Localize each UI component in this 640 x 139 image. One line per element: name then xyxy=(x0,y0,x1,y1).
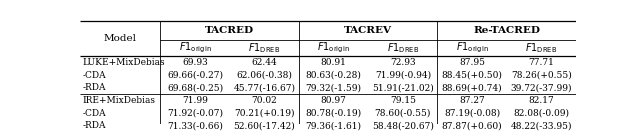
Text: Re-TACRED: Re-TACRED xyxy=(473,26,540,35)
Text: 82.08(-0.09): 82.08(-0.09) xyxy=(513,109,570,118)
Text: IRE+MixDebias: IRE+MixDebias xyxy=(83,96,156,105)
Text: $\mathit{F}1_{\rm{DREB}}$: $\mathit{F}1_{\rm{DREB}}$ xyxy=(387,41,419,55)
Text: LUKE+MixDebias: LUKE+MixDebias xyxy=(83,58,165,67)
Text: Model: Model xyxy=(104,34,137,43)
Text: -CDA: -CDA xyxy=(83,71,106,80)
Text: 71.92(-0.07): 71.92(-0.07) xyxy=(167,109,223,118)
Text: 72.93: 72.93 xyxy=(390,58,415,67)
Text: 79.32(-1.59): 79.32(-1.59) xyxy=(305,83,362,92)
Text: 77.71: 77.71 xyxy=(529,58,554,67)
Text: TACRED: TACRED xyxy=(205,26,254,35)
Text: 78.60(-0.55): 78.60(-0.55) xyxy=(374,109,431,118)
Text: 79.15: 79.15 xyxy=(390,96,416,105)
Text: 48.22(-33.95): 48.22(-33.95) xyxy=(511,121,572,130)
Text: 51.91(-21.02): 51.91(-21.02) xyxy=(372,83,434,92)
Text: 62.44: 62.44 xyxy=(252,58,277,67)
Text: 82.17: 82.17 xyxy=(529,96,554,105)
Text: 71.33(-0.66): 71.33(-0.66) xyxy=(167,121,223,130)
Text: -RDA: -RDA xyxy=(83,83,106,92)
Text: 39.72(-37.99): 39.72(-37.99) xyxy=(511,83,572,92)
Text: $\mathit{F}1_{\rm{origin}}$: $\mathit{F}1_{\rm{origin}}$ xyxy=(179,41,211,55)
Text: 70.21(+0.19): 70.21(+0.19) xyxy=(234,109,294,118)
Text: 45.77(-16.67): 45.77(-16.67) xyxy=(233,83,295,92)
Text: 87.87(+0.60): 87.87(+0.60) xyxy=(442,121,502,130)
Text: -CDA: -CDA xyxy=(83,109,106,118)
Text: $\mathit{F}1_{\rm{origin}}$: $\mathit{F}1_{\rm{origin}}$ xyxy=(317,41,350,55)
Text: 70.02: 70.02 xyxy=(252,96,277,105)
Text: -RDA: -RDA xyxy=(83,121,106,130)
Text: $\mathit{F}1_{\rm{DREB}}$: $\mathit{F}1_{\rm{DREB}}$ xyxy=(248,41,280,55)
Text: 69.68(-0.25): 69.68(-0.25) xyxy=(167,83,223,92)
Text: 80.91: 80.91 xyxy=(321,58,346,67)
Text: 87.19(-0.08): 87.19(-0.08) xyxy=(444,109,500,118)
Text: 80.63(-0.28): 80.63(-0.28) xyxy=(306,71,362,80)
Text: TACREV: TACREV xyxy=(344,26,392,35)
Text: 88.45(+0.50): 88.45(+0.50) xyxy=(442,71,502,80)
Text: 80.97: 80.97 xyxy=(321,96,346,105)
Text: 79.36(-1.61): 79.36(-1.61) xyxy=(305,121,362,130)
Text: 58.48(-20.67): 58.48(-20.67) xyxy=(372,121,434,130)
Text: 88.69(+0.74): 88.69(+0.74) xyxy=(442,83,502,92)
Text: 62.06(-0.38): 62.06(-0.38) xyxy=(236,71,292,80)
Text: 87.95: 87.95 xyxy=(459,58,485,67)
Text: $\mathit{F}1_{\rm{DREB}}$: $\mathit{F}1_{\rm{DREB}}$ xyxy=(525,41,557,55)
Text: 71.99: 71.99 xyxy=(182,96,208,105)
Text: 71.99(-0.94): 71.99(-0.94) xyxy=(375,71,431,80)
Text: 69.66(-0.27): 69.66(-0.27) xyxy=(167,71,223,80)
Text: 87.27: 87.27 xyxy=(460,96,485,105)
Text: 69.93: 69.93 xyxy=(182,58,208,67)
Text: 80.78(-0.19): 80.78(-0.19) xyxy=(305,109,362,118)
Text: 52.60(-17.42): 52.60(-17.42) xyxy=(234,121,295,130)
Text: $\mathit{F}1_{\rm{origin}}$: $\mathit{F}1_{\rm{origin}}$ xyxy=(456,41,488,55)
Text: 78.26(+0.55): 78.26(+0.55) xyxy=(511,71,572,80)
